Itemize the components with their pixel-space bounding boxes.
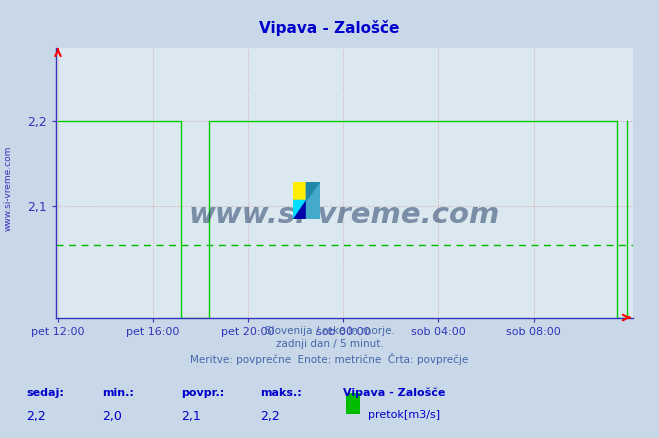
Text: 2,2: 2,2 — [26, 410, 46, 423]
Text: 2,1: 2,1 — [181, 410, 201, 423]
Text: min.:: min.: — [102, 388, 134, 398]
Text: www.si-vreme.com: www.si-vreme.com — [3, 146, 13, 231]
Text: Meritve: povprečne  Enote: metrične  Črta: povprečje: Meritve: povprečne Enote: metrične Črta:… — [190, 353, 469, 364]
Text: maks.:: maks.: — [260, 388, 302, 398]
Text: Vipava - Zalošče: Vipava - Zalošče — [343, 388, 445, 398]
Text: 2,2: 2,2 — [260, 410, 280, 423]
Polygon shape — [306, 182, 320, 201]
Text: Slovenija / reke in morje.: Slovenija / reke in morje. — [264, 326, 395, 336]
Text: 2,0: 2,0 — [102, 410, 122, 423]
Text: zadnji dan / 5 minut.: zadnji dan / 5 minut. — [275, 339, 384, 350]
Polygon shape — [293, 201, 306, 219]
Bar — [293, 182, 306, 201]
Text: pretok[m3/s]: pretok[m3/s] — [368, 410, 440, 420]
Polygon shape — [293, 201, 306, 219]
Text: sedaj:: sedaj: — [26, 388, 64, 398]
Text: povpr.:: povpr.: — [181, 388, 225, 398]
Text: Vipava - Zalošče: Vipava - Zalošče — [259, 20, 400, 36]
Polygon shape — [306, 182, 320, 219]
Text: www.si-vreme.com: www.si-vreme.com — [188, 201, 500, 229]
